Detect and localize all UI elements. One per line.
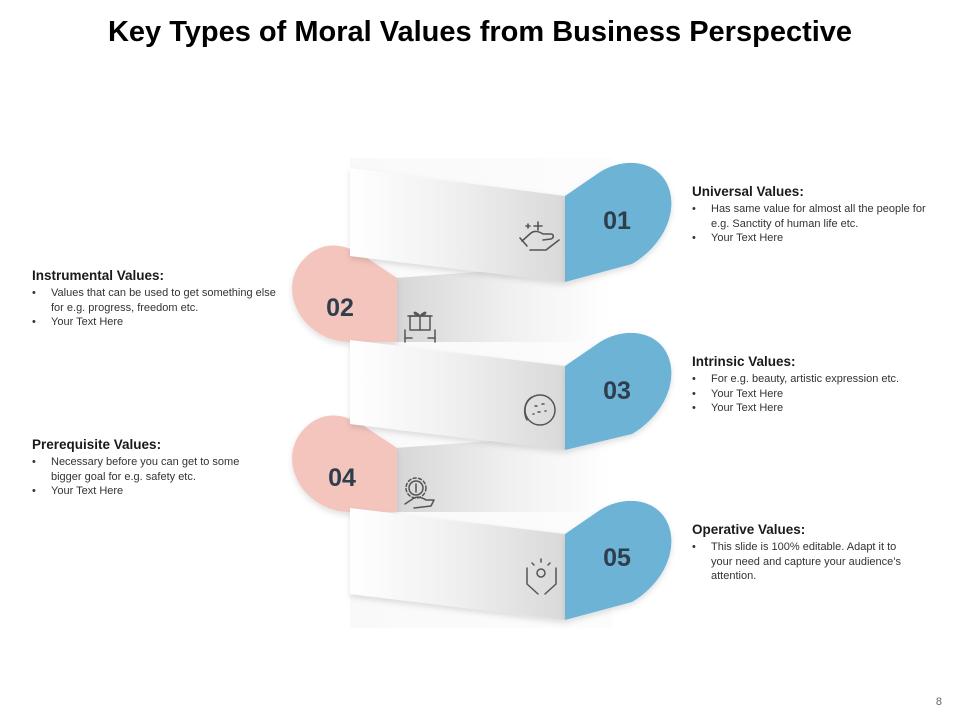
ribbon-03-end bbox=[565, 332, 672, 450]
list-item: Values that can be used to get something… bbox=[32, 286, 278, 315]
ribbon-04-end bbox=[292, 415, 397, 512]
step-02-heading: Instrumental Values: bbox=[32, 268, 165, 283]
ribbon-03-strip bbox=[350, 340, 565, 450]
step-03-bullets: For e.g. beauty, artistic expression etc… bbox=[692, 372, 942, 416]
ribbon-01-end bbox=[565, 162, 672, 282]
step-03-heading: Intrinsic Values: bbox=[692, 354, 796, 369]
ribbon-02-strip bbox=[395, 262, 612, 342]
step-05-bullets: This slide is 100% editable. Adapt it to… bbox=[692, 540, 902, 584]
step-05-number: 05 bbox=[603, 544, 631, 572]
list-item: This slide is 100% editable. Adapt it to… bbox=[692, 540, 902, 584]
list-item: Has same value for almost all the people… bbox=[692, 202, 942, 231]
list-item: Your Text Here bbox=[32, 315, 278, 330]
page-number: 8 bbox=[935, 696, 942, 708]
ribbon-01-strip bbox=[350, 168, 565, 282]
step-03-text: Intrinsic Values: For e.g. beauty, artis… bbox=[692, 354, 942, 416]
ribbon-04-strip bbox=[395, 432, 612, 512]
step-04-heading: Prerequisite Values: bbox=[32, 437, 162, 452]
circle-stars-icon bbox=[523, 394, 556, 426]
list-item: Necessary before you can get to some big… bbox=[32, 455, 252, 484]
ribbon-05-strip bbox=[350, 508, 565, 620]
step-04-bullets: Necessary before you can get to some big… bbox=[32, 455, 252, 499]
list-item: For e.g. beauty, artistic expression etc… bbox=[692, 372, 942, 387]
step-02-number: 02 bbox=[326, 294, 354, 322]
step-05-text: Operative Values: This slide is 100% edi… bbox=[692, 522, 902, 584]
gear-dollar-hand-icon bbox=[404, 477, 435, 509]
ribbon-05-end bbox=[565, 500, 672, 620]
step-05-heading: Operative Values: bbox=[692, 522, 806, 537]
step-01-heading: Universal Values: bbox=[692, 184, 804, 199]
step-01-bullets: Has same value for almost all the people… bbox=[692, 202, 942, 246]
list-item: Your Text Here bbox=[692, 231, 942, 246]
hand-sparkle-icon bbox=[519, 221, 560, 251]
step-03-number: 03 bbox=[603, 377, 631, 405]
page-title: Key Types of Moral Values from Business … bbox=[107, 16, 853, 48]
list-item: Your Text Here bbox=[692, 387, 942, 402]
step-04-text: Prerequisite Values: Necessary before yo… bbox=[32, 437, 252, 499]
step-04-number: 04 bbox=[328, 464, 356, 492]
step-01-number: 01 bbox=[603, 207, 631, 235]
step-01-text: Universal Values: Has same value for alm… bbox=[692, 184, 942, 246]
hands-dollar-icon bbox=[526, 558, 557, 595]
gift-box-hands-icon bbox=[404, 311, 436, 343]
list-item: Your Text Here bbox=[32, 484, 252, 499]
step-02-text: Instrumental Values: Values that can be … bbox=[32, 268, 278, 330]
ribbon-02-end bbox=[292, 245, 397, 342]
list-item: Your Text Here bbox=[692, 401, 942, 416]
step-02-bullets: Values that can be used to get something… bbox=[32, 286, 278, 330]
